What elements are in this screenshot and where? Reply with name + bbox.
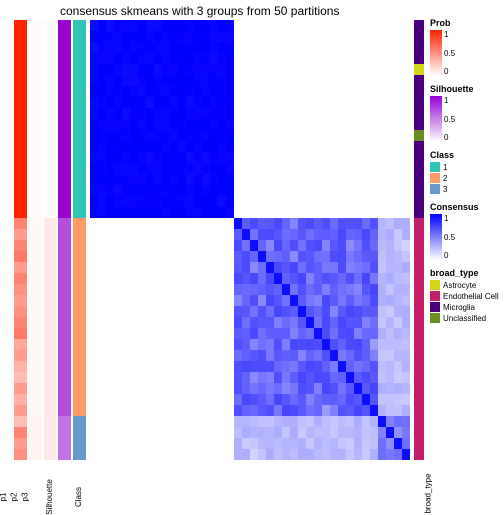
legends: Prob10.50 Silhouette10.50 Class123 Consensu…	[430, 18, 502, 331]
annot-col-p2	[29, 20, 42, 460]
chart-container: consensus skmeans with 3 groups from 50 …	[0, 0, 504, 504]
right-annotation-label: broad_type	[424, 473, 433, 513]
legend-Class: Class123	[430, 150, 502, 194]
consensus-heatmap	[90, 20, 410, 460]
annot-col-Class	[73, 20, 86, 460]
legend-Consensus: Consensus10.50	[430, 202, 502, 260]
chart-title: consensus skmeans with 3 groups from 50 …	[60, 4, 339, 18]
left-annotations	[14, 20, 86, 460]
annot-col-Silhouette	[58, 20, 71, 460]
legend-Prob: Prob10.50	[430, 18, 502, 76]
column-labels: p1p2p3SilhouetteClass	[14, 463, 86, 503]
annot-col-p1	[14, 20, 27, 460]
legend-Silhouette: Silhouette10.50	[430, 84, 502, 142]
right-annotation	[414, 20, 424, 460]
legend-broad_type: broad_typeAstrocyteEndothelial CellMicro…	[430, 268, 502, 323]
x-label: Class	[74, 487, 114, 507]
annot-col-p3	[44, 20, 57, 460]
